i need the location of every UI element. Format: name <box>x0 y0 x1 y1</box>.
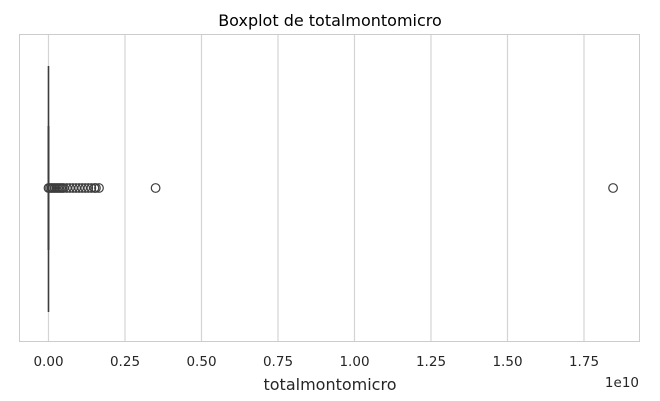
x-tick-label: 0.25 <box>110 354 140 370</box>
x-tick-label: 0.00 <box>33 354 63 370</box>
x-axis-label: totalmontomicro <box>263 375 396 394</box>
outlier-layer <box>43 183 618 193</box>
chart-title: Boxplot de totalmontomicro <box>218 11 442 30</box>
outlier-point <box>86 183 97 193</box>
x-tick-label: 1.50 <box>492 354 522 370</box>
x-tick-label: 0.50 <box>186 354 216 370</box>
x-tick-label: 0.75 <box>263 354 293 370</box>
x-axis-offset-label: 1e10 <box>605 375 639 391</box>
outlier-point <box>83 183 94 193</box>
grid-lines <box>47 34 585 342</box>
x-tick-label: 1.25 <box>416 354 446 370</box>
outlier-point <box>150 183 161 193</box>
outlier-point <box>94 183 104 193</box>
outlier-point <box>608 183 618 193</box>
outlier-point <box>91 183 101 193</box>
x-tick-label: 1.00 <box>339 354 369 370</box>
plot-frame <box>19 34 640 342</box>
x-tick-label: 1.75 <box>569 354 599 370</box>
x-tick-labels: 0.00 0.25 0.50 0.75 1.00 1.25 1.50 1.75 <box>33 354 599 370</box>
